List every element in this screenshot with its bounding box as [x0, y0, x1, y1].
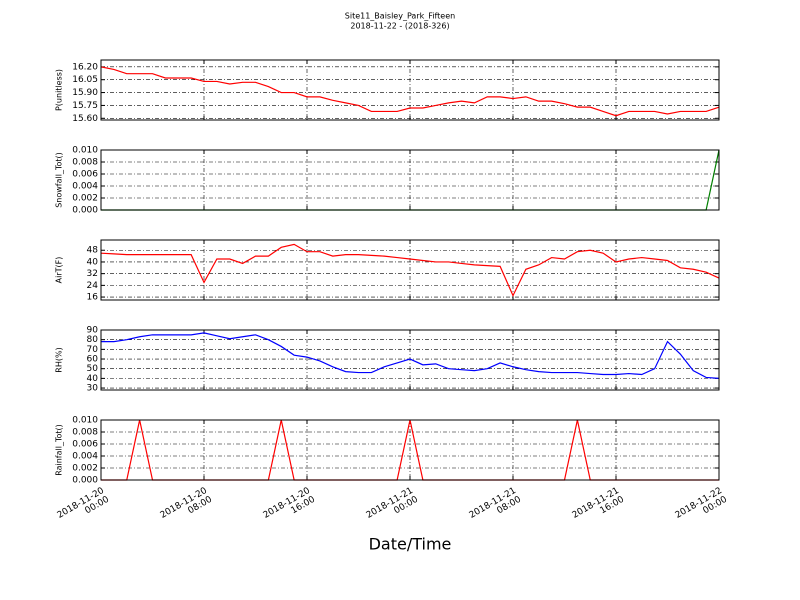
chart-title: Site11_Baisley_Park_Fifteen — [345, 12, 455, 21]
y-tick-label: 0.006 — [72, 440, 98, 450]
y-tick-label: 0.008 — [72, 158, 98, 168]
y-tick-label: 0.006 — [72, 170, 98, 180]
y-tick-label: 16.20 — [72, 62, 98, 72]
plot-frame — [100, 419, 720, 481]
y-tick-label: 70 — [87, 345, 99, 355]
plot-frame — [100, 239, 720, 301]
y-tick-label: 30 — [87, 384, 99, 394]
y-tick-label: 50 — [87, 364, 99, 374]
y-axis-title: Snowfall_Tot() — [55, 152, 64, 208]
plot-frame — [100, 329, 720, 391]
y-tick-label: 0.010 — [72, 146, 98, 156]
y-tick-label: 16 — [87, 293, 99, 303]
y-tick-label: 0.004 — [72, 182, 98, 192]
y-tick-label: 15.75 — [72, 101, 98, 111]
chart-subtitle: 2018-11-22 - (2018-326) — [350, 22, 449, 31]
y-tick-label: 0.008 — [72, 428, 98, 438]
x-axis-title: Date/Time — [369, 535, 452, 554]
data-line — [100, 243, 720, 298]
y-tick-label: 0.002 — [72, 464, 98, 474]
y-tick-label: 40 — [87, 374, 99, 384]
y-axis-title: Rainfall_Tot() — [55, 424, 64, 476]
data-line — [100, 66, 720, 117]
y-tick-label: 48 — [87, 246, 99, 256]
y-tick-label: 40 — [87, 257, 99, 267]
y-tick-label: 24 — [87, 281, 99, 291]
y-tick-label: 15.60 — [72, 114, 98, 124]
y-tick-label: 16.05 — [72, 75, 98, 85]
y-tick-label: 0.000 — [72, 206, 98, 216]
plot-frame — [100, 59, 720, 121]
y-axis-title: P(unitless) — [55, 69, 64, 111]
y-tick-label: 0.002 — [72, 194, 98, 204]
y-tick-label: 90 — [87, 326, 99, 336]
y-axis-title: AirT(F) — [55, 257, 64, 284]
y-axis-title: RH(%) — [55, 347, 64, 372]
data-line — [101, 332, 720, 379]
y-tick-label: 80 — [87, 335, 99, 345]
y-tick-label: 0.010 — [72, 416, 98, 426]
y-tick-label: 0.000 — [72, 476, 98, 486]
plot-frame — [100, 149, 720, 211]
y-tick-label: 32 — [87, 269, 98, 279]
y-tick-label: 0.004 — [72, 452, 98, 462]
y-tick-label: 60 — [87, 355, 99, 365]
y-tick-label: 15.90 — [72, 88, 98, 98]
